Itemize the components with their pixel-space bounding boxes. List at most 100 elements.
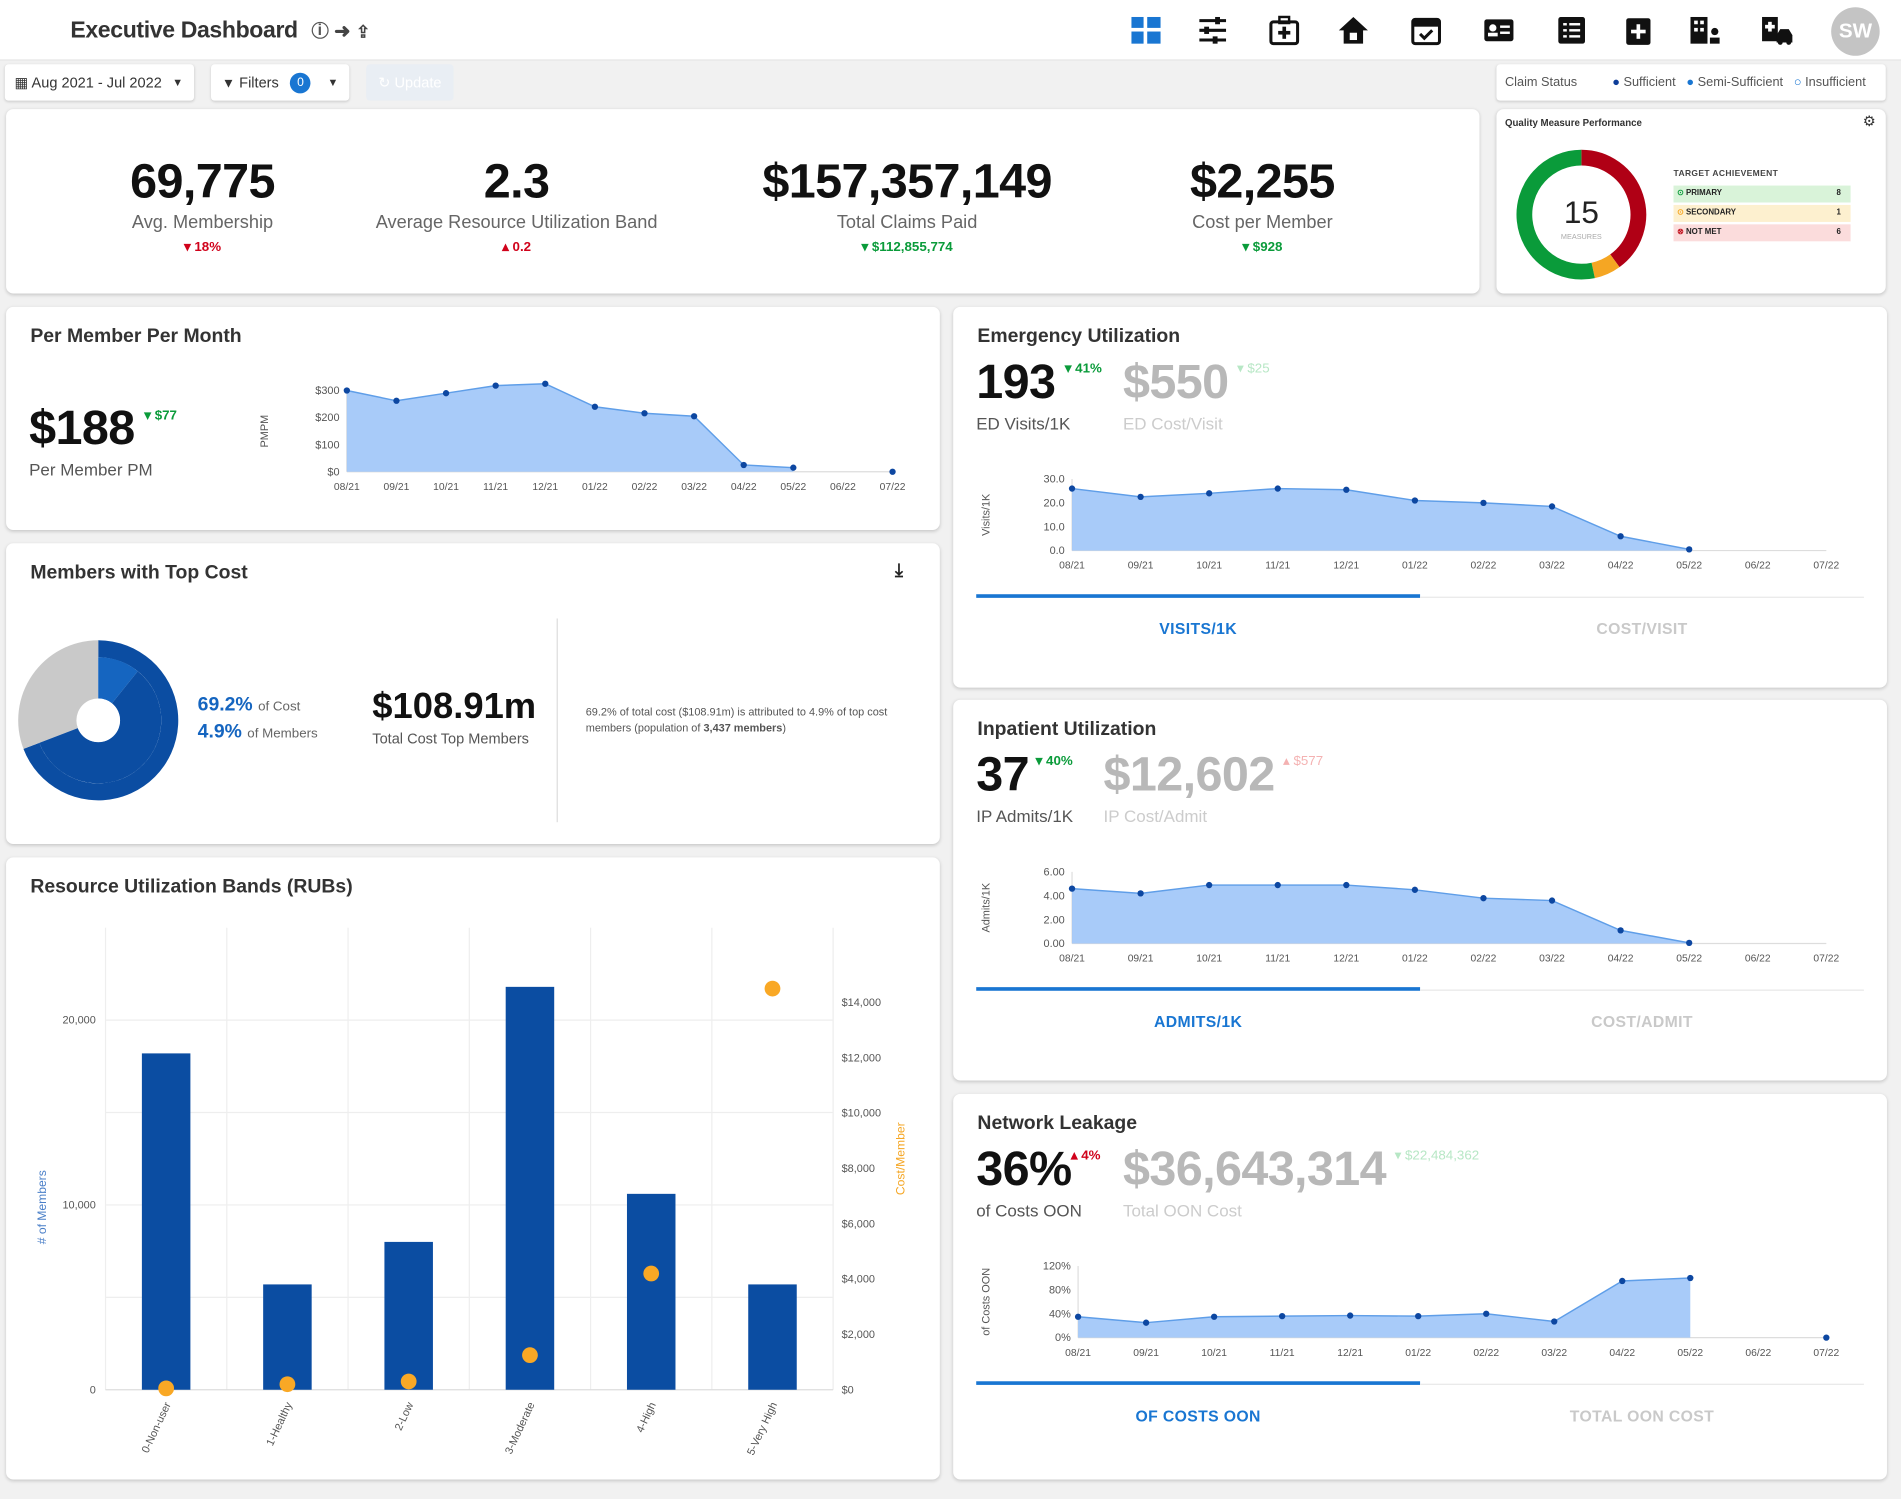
x-tick-label: 06/22: [1745, 1348, 1771, 1359]
x-tick-label: 4-High: [634, 1401, 658, 1435]
y-tick-label: $100: [315, 439, 339, 451]
x-tick-label: 06/22: [830, 482, 856, 493]
x-tick-label: 11/21: [1265, 954, 1290, 965]
ip-chart: 0.00 2.00 4.00 6.00 Admits/1K 08/21 09/21 10/21…: [981, 867, 1840, 965]
filter-icon: ▼: [221, 76, 236, 91]
filters-button[interactable]: ▼ Filters 0 ▼: [211, 64, 350, 101]
target-row-not-met: ⊗ NOT MET 6: [1673, 224, 1851, 242]
cost-point: [400, 1373, 417, 1390]
kpi-delta: ▴ 0.2: [502, 240, 532, 255]
info-icon[interactable]: i: [311, 21, 329, 39]
tab-admits[interactable]: ADMITS/1K: [976, 987, 1421, 1050]
tab-cost-visit[interactable]: COST/VISIT: [1420, 596, 1864, 660]
oon-cost-delta: ▾ $22,484,362: [1394, 1148, 1480, 1163]
share-arrow-icon[interactable]: ➜: [334, 21, 351, 43]
x-tick-label: 03/22: [681, 482, 707, 493]
y2-tick-label: $14,000: [842, 997, 881, 1009]
date-range-select[interactable]: ▦ Aug 2021 - Jul 2022 ▼: [4, 64, 195, 101]
building-person-icon[interactable]: [1688, 13, 1722, 47]
y-axis-label: Visits/1K: [981, 493, 993, 536]
x-tick-label: 0-Non-user: [140, 1400, 174, 1455]
x-tick-label: 06/22: [1745, 561, 1771, 572]
x-tick-label: 04/22: [1608, 954, 1634, 965]
avatar[interactable]: SW: [1831, 7, 1880, 56]
filter-count-badge: 0: [290, 72, 311, 94]
medical-bag-icon[interactable]: [1267, 13, 1301, 47]
x-tick-label: 02/22: [632, 482, 658, 493]
x-tick-label: 10/21: [433, 482, 459, 493]
x-tick-label: 01/22: [582, 482, 608, 493]
oon-cost-label: Total OON Cost: [1122, 1200, 1242, 1220]
list-icon[interactable]: [1555, 13, 1589, 47]
data-point: [641, 410, 648, 417]
quality-measure-card[interactable]: Quality Measure Performance ⚙ 15 MEASURE…: [1496, 109, 1886, 294]
y-tick-label: 0%: [1055, 1332, 1071, 1344]
calendar-icon[interactable]: [1409, 13, 1443, 47]
y2-tick-label: $0: [842, 1384, 854, 1396]
x-tick-label: 07/22: [1813, 561, 1839, 572]
top-cost-card: Members with Top Cost ⤓ 69.2% of Cost 4.…: [6, 543, 940, 845]
export-icon[interactable]: ⇪: [356, 21, 370, 42]
gear-icon[interactable]: ⚙: [1862, 112, 1876, 130]
oon-chart: 0% 40% 80% 120% of Costs OON 08/21 09/21 10/21 1…: [981, 1261, 1840, 1359]
data-point: [1687, 1274, 1694, 1282]
tab-visits[interactable]: VISITS/1K: [976, 594, 1421, 657]
data-point: [1137, 890, 1144, 897]
card-title: Members with Top Cost: [30, 562, 248, 584]
id-card-icon[interactable]: [1482, 13, 1516, 47]
data-point: [1347, 1312, 1354, 1319]
inpatient-card: Inpatient Utilization 37 ▾ 40% IP Admits…: [953, 699, 1887, 1081]
measures-label: MEASURES: [1560, 234, 1602, 242]
y-tick-label: 2.00: [1044, 914, 1065, 926]
y-axis-label: Admits/1K: [981, 882, 993, 932]
data-point: [1686, 939, 1693, 947]
data-point: [690, 413, 698, 420]
x-tick-label: 09/21: [1133, 1348, 1159, 1359]
sliders-icon[interactable]: [1196, 13, 1230, 47]
data-point: [1343, 881, 1350, 889]
x-tick-label: 5-Very High: [745, 1401, 780, 1458]
kpi-label: Total Claims Paid: [836, 212, 978, 233]
data-point: [542, 380, 549, 387]
quality-donut: [1516, 149, 1647, 280]
cost-point: [158, 1380, 175, 1397]
data-point: [1686, 546, 1693, 553]
data-point: [343, 387, 350, 394]
x-tick-label: 2-Low: [393, 1400, 416, 1432]
medical-plus-icon[interactable]: [1621, 13, 1655, 47]
update-button[interactable]: ↻ Update: [366, 64, 454, 101]
data-point: [1823, 1334, 1830, 1341]
x-tick-label: 1-Healthy: [264, 1400, 295, 1448]
data-point: [1617, 927, 1624, 934]
download-icon[interactable]: ⤓: [894, 560, 904, 581]
home-icon[interactable]: [1336, 13, 1370, 47]
data-point: [1548, 503, 1556, 510]
x-tick-label: 11/21: [483, 482, 508, 493]
y-tick-label: 10,000: [62, 1200, 95, 1212]
x-tick-label: 09/21: [384, 482, 410, 493]
dashboard-icon[interactable]: [1129, 13, 1163, 47]
hospital-car-icon[interactable]: [1760, 13, 1794, 47]
oon-cost-value: $36,643,314: [1122, 1142, 1387, 1196]
x-tick-label: 06/22: [1745, 954, 1771, 965]
cost-point: [643, 1265, 660, 1282]
kpi-label: Avg. Membership: [131, 212, 274, 233]
pct-cost: 69.2% of Cost: [197, 694, 301, 716]
ip-cost-value: $12,602: [1103, 748, 1276, 802]
tab-cost-admit[interactable]: COST/ADMIT: [1420, 989, 1864, 1053]
x-tick-label: 04/22: [1609, 1348, 1635, 1359]
cost-inner-slice: [39, 671, 162, 784]
data-point: [1274, 881, 1281, 889]
claim-status-legend: Claim Status ● Sufficient ● Semi-Suffici…: [1496, 64, 1886, 101]
y-tick-label: 120%: [1043, 1261, 1071, 1273]
x-tick-label: 10/21: [1196, 561, 1222, 572]
x-tick-label: 01/22: [1402, 561, 1428, 572]
cost-point: [764, 980, 781, 997]
data-point: [1480, 499, 1487, 507]
x-tick-label: 11/21: [1270, 1348, 1295, 1359]
top-cost-description: 69.2% of total cost ($108.91m) is attrib…: [585, 705, 888, 734]
tab-of-costs-oon[interactable]: OF COSTS OON: [976, 1381, 1421, 1444]
tab-total-oon-cost[interactable]: TOTAL OON COST: [1420, 1383, 1864, 1447]
data-point: [1617, 533, 1624, 540]
series-line: [1078, 1277, 1691, 1324]
